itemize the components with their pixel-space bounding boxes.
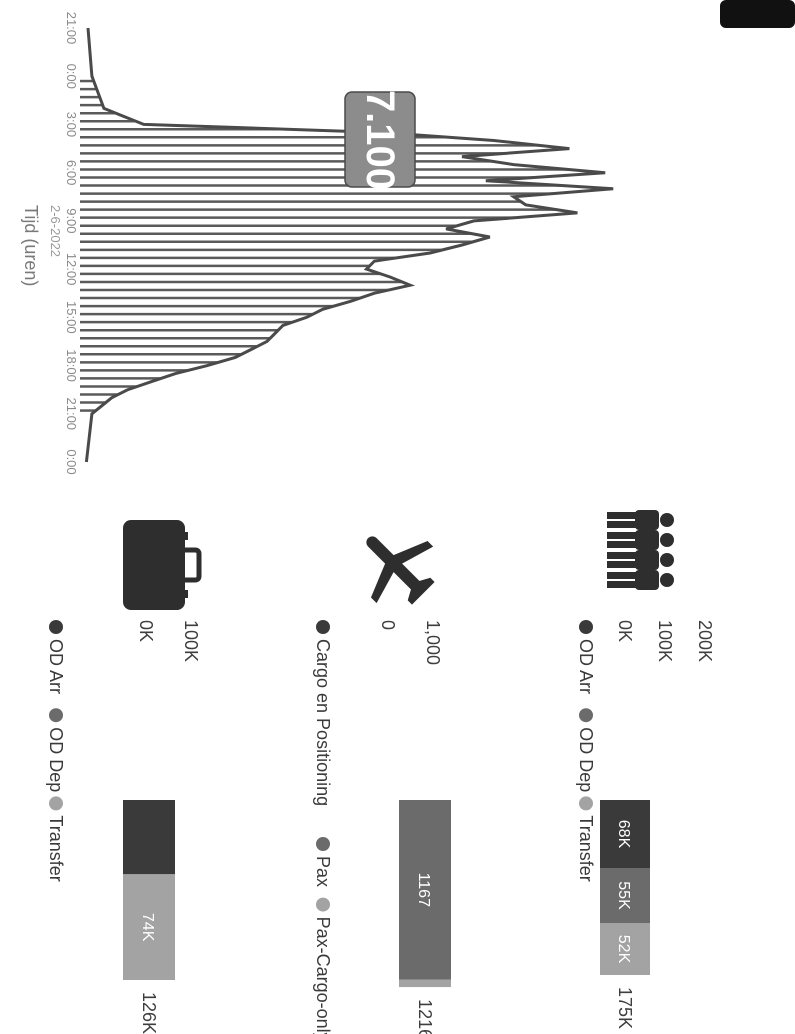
bar-segment[interactable]	[399, 800, 451, 980]
legend-marker	[49, 620, 63, 634]
legend-label[interactable]: OD Dep	[576, 727, 596, 792]
passenger-area-chart: 21:00 0:00 3:00 6:00 9:00 12:00 15:00 18:00 21:0…	[21, 12, 614, 475]
legend-label[interactable]: Transfer	[576, 815, 596, 881]
area-x-axis-label: Tijd (uren)	[21, 205, 41, 286]
airplane-icon	[366, 536, 435, 605]
legend-marker	[579, 796, 593, 811]
legend-label[interactable]: OD Dep	[46, 727, 66, 792]
flights-bar-chart: 1,000 0 1167 1216 Cargo en Positioning Pax Pax…	[313, 620, 451, 1034]
bar-segment[interactable]	[600, 868, 650, 923]
bar-segment[interactable]	[600, 923, 650, 975]
bar-data-label: 74K	[139, 913, 156, 942]
area-outline	[84, 27, 614, 463]
bar-total-label: 126K	[139, 992, 159, 1034]
legend-marker	[316, 837, 330, 851]
suitcase-icon	[123, 520, 202, 610]
bar-axis-tick: 1,000	[423, 620, 443, 665]
passengers-bar-chart: 200K 100K 0K 68K 55K 52K 175K OD Arr OD Dep Trans…	[576, 620, 715, 1029]
bar-segment[interactable]	[600, 800, 650, 868]
legend-marker	[316, 620, 330, 634]
area-x-tick: 3:00	[64, 112, 79, 137]
bar-segment[interactable]	[123, 874, 175, 980]
bar-axis-tick: 200K	[695, 620, 715, 662]
bar-axis-tick: 100K	[655, 620, 675, 662]
legend-marker	[49, 708, 63, 723]
people-icon	[607, 510, 674, 590]
area-x-tick: 21:00	[64, 398, 79, 431]
area-highlight-badge: 7.100	[344, 90, 416, 190]
legend-marker	[579, 708, 593, 723]
bar-segment[interactable]	[123, 800, 175, 875]
area-x-tick: 21:00	[64, 12, 79, 45]
bar-data-label: 68K	[615, 820, 632, 849]
area-x-tick: 15:00	[64, 301, 79, 334]
legend-label[interactable]: OD Arr	[46, 639, 66, 694]
area-x-tick: 0:00	[64, 449, 79, 474]
bar-axis-tick: 100K	[181, 620, 201, 662]
bar-data-label: 52K	[615, 935, 632, 964]
bar-segment[interactable]	[399, 979, 451, 988]
area-x-tick: 9:00	[64, 208, 79, 233]
bar-axis-tick: 0K	[136, 620, 156, 642]
legend-label[interactable]: Pax	[313, 856, 333, 887]
area-date-label: 2-6-2022	[48, 205, 63, 257]
legend-label[interactable]: OD Arr	[576, 639, 596, 694]
baggage-bar-chart: 100K 0K 74K 126K OD Arr OD Dep Transfer	[46, 620, 201, 1034]
area-highlight-value: 7.100	[358, 90, 402, 190]
area-x-tick: 6:00	[64, 160, 79, 185]
area-x-tick: 12:00	[64, 253, 79, 286]
bar-axis-tick: 0	[378, 620, 398, 630]
legend-label[interactable]: Pax-Cargo-only	[313, 917, 333, 1034]
legend-marker	[316, 897, 330, 912]
bar-data-label: 55K	[615, 881, 632, 910]
legend-marker	[49, 796, 63, 811]
bar-total-label: 175K	[615, 987, 635, 1029]
slicer-box[interactable]	[720, 0, 795, 28]
bar-data-label: 1167	[415, 873, 432, 908]
legend-label[interactable]: Transfer	[46, 815, 66, 881]
area-x-tick: 18:00	[64, 349, 79, 382]
legend-marker	[579, 620, 593, 634]
bar-total-label: 1216	[415, 999, 435, 1034]
area-x-tick: 0:00	[64, 64, 79, 89]
legend-label[interactable]: Cargo en Positioning	[313, 639, 333, 806]
bar-axis-tick: 0K	[615, 620, 635, 642]
